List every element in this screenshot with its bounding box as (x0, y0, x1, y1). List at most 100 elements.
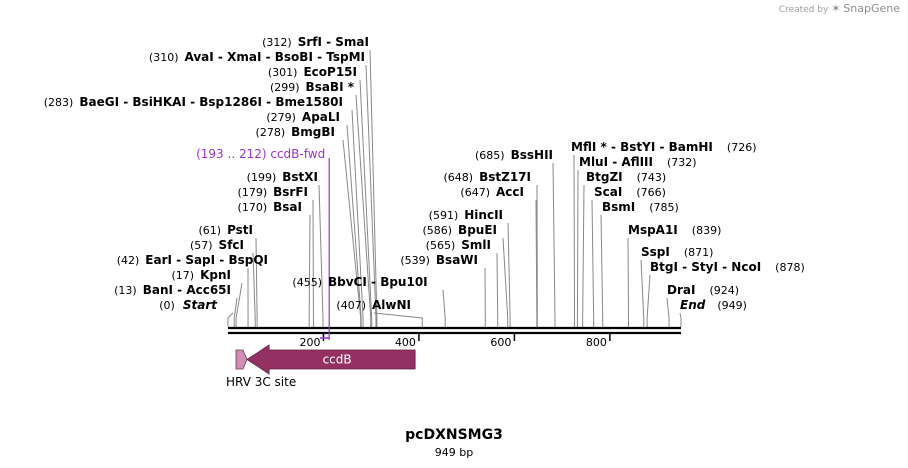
site-bsabi: BsaBI * (299) (270, 80, 355, 94)
site-enzyme-names: KpnI (200, 268, 231, 282)
leader-hincii (507, 222, 511, 327)
enzyme-name: BsoBI (275, 50, 313, 64)
site-enzyme-names: SrfI - SmaI (298, 35, 369, 49)
site-btgi: BtgI - StyI - NcoI (878) (650, 260, 805, 274)
enzyme-name: BsaI (273, 200, 302, 214)
enzyme-name: MspA1I (628, 223, 678, 237)
enzyme-name: NcoI (731, 260, 761, 274)
name-separator: - (313, 50, 326, 64)
site-end-label: Start (183, 298, 218, 312)
leader-baegi (351, 109, 364, 327)
enzyme-name: ScaI (594, 185, 622, 199)
leader-kpni (235, 282, 243, 327)
site-mspa1i: MspA1I (839) (628, 223, 721, 237)
site-smli: SmlI (565) (426, 238, 491, 252)
ruler-tick-label: 800 (586, 336, 607, 349)
name-separator: - (655, 140, 668, 154)
site-psti: PstI (61) (198, 223, 253, 237)
site-enzyme-names: MspA1I (628, 223, 678, 237)
enzyme-name: BssHII (511, 148, 553, 162)
enzyme-name: AflIII (621, 155, 653, 169)
site-bsai: BsaI (170) (238, 200, 302, 214)
site-position: (878) (775, 261, 805, 274)
name-separator: - (119, 95, 132, 109)
enzyme-name: ApaLI (302, 110, 340, 124)
enzyme-name: BsmI (602, 200, 635, 214)
leader-scai (591, 199, 595, 327)
site-hincii: HincII (591) (429, 208, 503, 222)
ruler-ticks: 200 400 600 800 (299, 334, 611, 349)
primer-label: (193 .. 212) ccdB-fwd (196, 147, 325, 161)
site-position: (278) (256, 126, 286, 139)
site-position: (179) (238, 186, 268, 199)
site-position: (586) (422, 224, 452, 237)
site-position: (455) (292, 276, 322, 289)
site-position: (13) (114, 284, 137, 297)
enzyme-name: SapI (185, 253, 215, 267)
site-position: (61) (198, 224, 221, 237)
site-position: (312) (262, 36, 292, 49)
leader-btgi (646, 274, 651, 327)
site-enzyme-names: AvaI - XmaI - BsoBI - TspMI (185, 50, 366, 64)
site-bsawi: BsaWI (539) (400, 253, 478, 267)
site-btgzi: BtgZI (743) (586, 170, 666, 184)
site-bmgbi: BmgBI (278) (256, 125, 335, 139)
enzyme-name: EarI (145, 253, 172, 267)
site-position: (839) (692, 224, 722, 237)
leader-sfci (252, 252, 256, 327)
name-separator: - (322, 35, 335, 49)
site-position: (283) (44, 96, 74, 109)
site-enzyme-names: SspI (641, 245, 670, 259)
leader-bsabi (355, 94, 372, 327)
site-enzyme-names: BstZ17I (479, 170, 531, 184)
site-position: (685) (475, 149, 505, 162)
site-position: (591) (429, 209, 459, 222)
site-position: (949) (717, 299, 747, 312)
enzyme-name: AccI (496, 185, 524, 199)
site-position: (42) (117, 254, 140, 267)
site-bstxi: BstXI (199) (247, 170, 318, 184)
enzyme-name: BstZ17I (479, 170, 531, 184)
site-enzyme-names: BaeGI - BsiHKAI - Bsp1286I - Bme1580I (79, 95, 343, 109)
leader-start (227, 312, 234, 327)
leader-bsshii (552, 162, 556, 327)
site-enzyme-names: DraI (667, 283, 695, 297)
site-enzyme-names: SmlI (461, 238, 491, 252)
site-enzyme-names: BbvCI - Bpu10I (328, 275, 428, 289)
name-separator: - (718, 260, 731, 274)
site-position: (648) (444, 171, 474, 184)
dna-backbone (228, 326, 681, 335)
feature-ccdb[interactable] (246, 344, 416, 375)
enzyme-name: SrfI (298, 35, 322, 49)
site-enzyme-names: BsmI (602, 200, 635, 214)
feature-hrv[interactable] (235, 349, 248, 370)
site-eari: EarI - SapI - BspQI (42) (117, 253, 268, 267)
site-enzyme-names: HincII (464, 208, 503, 222)
leader-mfli (573, 154, 576, 327)
site-position: (871) (684, 246, 714, 259)
site-position: (310) (149, 51, 179, 64)
site-enzyme-names: ApaLI (302, 110, 340, 124)
site-baegi: BaeGI - BsiHKAI - Bsp1286I - Bme1580I (28… (44, 95, 343, 109)
feature-label-ccdb: ccdB (323, 353, 352, 367)
site-position: (170) (238, 201, 268, 214)
leader-mlui (576, 169, 579, 327)
site-apali: ApaLI (279) (266, 110, 340, 124)
site-bstz17i: BstZ17I (648) (444, 170, 531, 184)
site-bpuei: BpuEI (586) (422, 223, 497, 237)
leader-apali (346, 124, 362, 327)
site-position: (279) (266, 111, 296, 124)
site-position: (785) (649, 201, 679, 214)
site-enzyme-names: BsaBI * (306, 80, 355, 94)
site-srfi: SrfI - SmaI (312) (262, 35, 369, 49)
site-position: (0) (159, 299, 175, 312)
leader-btgzi (582, 184, 585, 327)
feature-label-hrv: HRV 3C site (226, 375, 296, 389)
site-position: (924) (709, 284, 739, 297)
site-enzyme-names: BssHII (511, 148, 553, 162)
enzyme-name: StyI (691, 260, 718, 274)
site-enzyme-names: ScaI (594, 185, 622, 199)
site-enzyme-names: BsrFI (273, 185, 308, 199)
enzyme-name: AvaI (185, 50, 214, 64)
